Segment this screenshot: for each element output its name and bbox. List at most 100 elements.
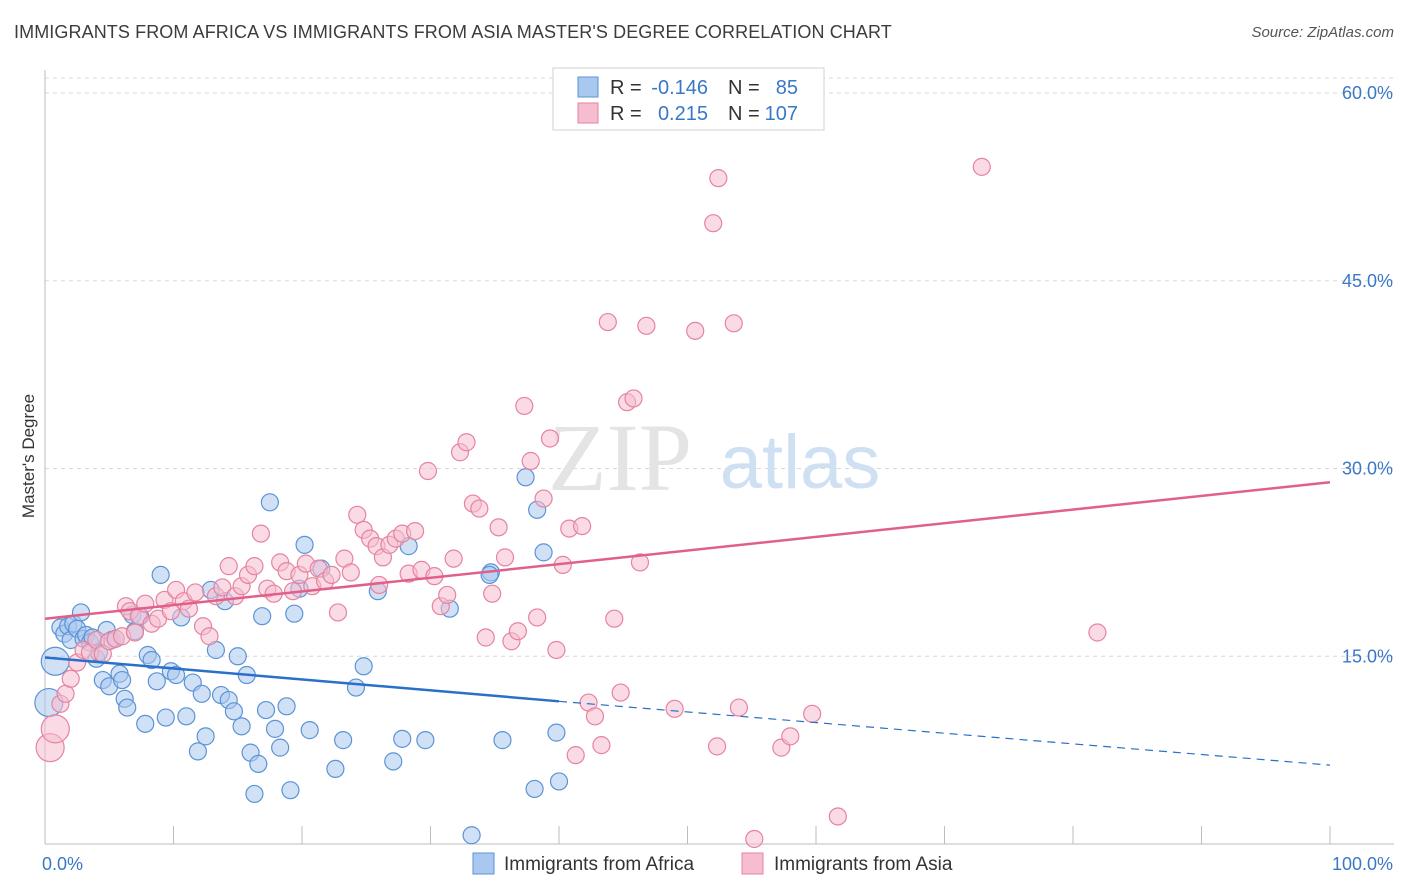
africa-point-46 (224, 702, 243, 721)
africa-point-55 (260, 493, 279, 512)
asia-point-99 (709, 169, 728, 188)
asia-point-4 (61, 669, 80, 688)
asia-point-89 (598, 312, 617, 332)
asia-point-65 (444, 549, 463, 568)
asia-point-81 (547, 640, 566, 660)
asia-point-87 (585, 707, 605, 726)
asia-point-104 (781, 727, 800, 746)
africa-point-40 (196, 727, 215, 746)
watermark-atlas: atlas (720, 420, 881, 505)
legend-n-label-asia: N = (728, 103, 760, 125)
asia-point-75 (508, 622, 527, 641)
africa-point-57 (271, 738, 290, 757)
africa-point-60 (285, 604, 304, 623)
asia-point-3 (56, 684, 75, 703)
legend-n-value-asia: 107 (765, 103, 798, 125)
asia-point-79 (534, 489, 553, 508)
africa-trend-line (44, 656, 560, 703)
correlation-legend: R = -0.146 N = 85 R = 0.215 N = 107 (552, 67, 825, 131)
asia-point-102 (745, 829, 764, 849)
africa-point-83 (480, 565, 499, 585)
africa-point-66 (334, 731, 353, 750)
asia-point-25 (186, 583, 205, 602)
africa-point-21 (112, 670, 132, 690)
africa-point-63 (300, 721, 319, 740)
asia-point-107 (972, 157, 991, 176)
series-legend-label-asia: Immigrants from Asia (774, 854, 953, 875)
asia-point-109 (707, 737, 727, 756)
asia-point-69 (470, 499, 489, 518)
asia-point-91 (611, 683, 630, 702)
asia-point-101 (729, 698, 749, 717)
africa-point-27 (136, 714, 155, 733)
asia-point-71 (483, 584, 502, 603)
legend-r-label-africa: R = (610, 77, 642, 99)
asia-point-108 (1088, 623, 1107, 642)
asia-point-100 (724, 314, 743, 333)
africa-point-65 (326, 759, 345, 779)
asia-point-35 (251, 524, 270, 543)
x-tick-label-min: 0.0% (42, 854, 83, 874)
africa-point-39 (192, 684, 211, 703)
africa-point-54 (256, 700, 276, 720)
africa-point-81 (525, 779, 544, 799)
asia-point-105 (803, 704, 822, 723)
africa-point-34 (166, 665, 186, 685)
africa-point-62 (295, 535, 314, 554)
africa-point-51 (245, 784, 264, 804)
asia-point-85 (573, 516, 592, 536)
asia-point-106 (828, 807, 847, 826)
series-legend-swatch-asia (741, 852, 764, 875)
series-legend: Immigrants from Africa Immigrants from A… (472, 852, 953, 875)
chart-source: Source: ZipAtlas.com (1251, 24, 1394, 41)
africa-point-53 (253, 607, 272, 626)
africa-point-58 (277, 697, 296, 716)
africa-point-68 (354, 657, 373, 676)
legend-r-value-africa: -0.146 (651, 77, 708, 99)
watermark-zip: ZIP (548, 404, 692, 511)
africa-point-56 (265, 719, 285, 738)
africa-point-47 (228, 647, 247, 666)
africa-point-8 (71, 603, 91, 622)
africa-point-32 (156, 708, 175, 727)
asia-point-59 (405, 521, 425, 541)
trend-lines (44, 481, 1331, 766)
africa-point-36 (177, 707, 196, 726)
asia-point-30 (219, 557, 238, 576)
africa-point-73 (416, 731, 435, 750)
asia-point-98 (704, 214, 723, 233)
africa-point-29 (142, 650, 161, 670)
y-axis-title: Master's Degree (19, 394, 38, 518)
africa-point-67 (346, 678, 366, 697)
asia-point-67 (457, 433, 476, 452)
asia-point-93 (624, 389, 643, 408)
asia-points (35, 157, 1107, 849)
y-tick-label-0: 15.0% (1342, 646, 1393, 666)
africa-point-75 (462, 826, 481, 845)
asia-point-27 (200, 627, 219, 646)
africa-point-23 (118, 698, 137, 717)
asia-point-72 (489, 518, 508, 537)
africa-point-71 (393, 729, 412, 748)
africa-point-38 (188, 742, 208, 761)
africa-point-31 (151, 565, 170, 585)
africa-point-78 (534, 543, 553, 562)
y-tick-label-3: 60.0% (1342, 83, 1393, 103)
asia-point-97 (686, 321, 705, 340)
asia-point-77 (521, 451, 540, 471)
series-legend-swatch-africa (472, 852, 495, 875)
africa-trend-line-extension (558, 700, 1331, 766)
asia-point-1 (40, 714, 70, 744)
asia-point-76 (515, 396, 534, 416)
x-tick-marks (173, 826, 1331, 844)
africa-point-82 (516, 468, 535, 487)
legend-r-label-asia: R = (610, 103, 642, 125)
africa-point-80 (493, 731, 512, 750)
y-tick-labels: 15.0% 30.0% 45.0% 60.0% (1342, 83, 1393, 666)
asia-point-73 (495, 548, 515, 567)
asia-point-64 (438, 585, 457, 605)
legend-n-value-africa: 85 (776, 77, 798, 99)
africa-point-52 (249, 754, 268, 773)
asia-point-96 (665, 699, 684, 718)
